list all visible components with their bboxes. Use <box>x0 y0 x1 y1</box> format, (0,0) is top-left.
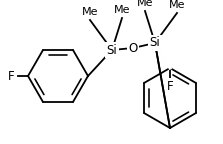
Text: Si: Si <box>150 36 160 50</box>
Text: F: F <box>8 70 14 83</box>
Text: Si: Si <box>107 43 117 56</box>
Text: Me: Me <box>137 0 153 8</box>
Text: Me: Me <box>169 0 185 10</box>
Text: O: O <box>128 41 138 54</box>
Text: Me: Me <box>114 5 130 15</box>
Text: Me: Me <box>82 7 98 17</box>
Text: F: F <box>167 79 173 92</box>
